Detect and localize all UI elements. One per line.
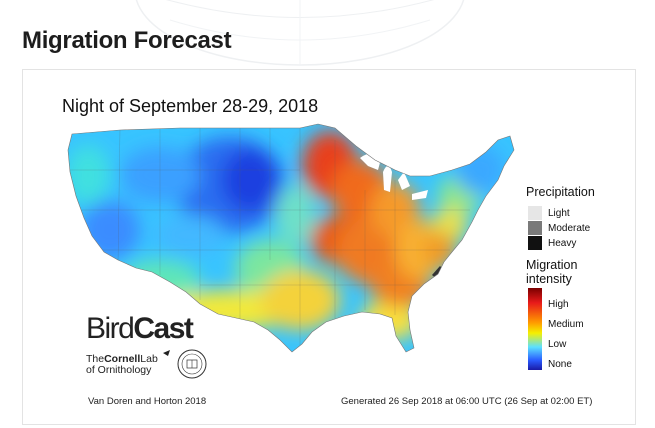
precip-moderate-label: Moderate [548, 223, 591, 234]
birdcast-logo: BirdCast [86, 312, 194, 346]
birdcast-logo-cast: Cast [133, 312, 194, 345]
us-outline [67, 123, 515, 353]
migration-medium-label: Medium [548, 319, 584, 330]
migration-intensity-colorbar [528, 288, 542, 370]
cornell-bird-icon [163, 350, 170, 356]
cornell-the: The [86, 353, 105, 365]
precipitation-legend-heading: Precipitation [526, 185, 595, 199]
cornell-line2: of Ornithology [86, 364, 152, 376]
map-credit: Van Doren and Horton 2018 [88, 396, 207, 407]
migration-low-label: Low [548, 339, 567, 350]
migration-legend-heading-2: intensity [526, 272, 572, 286]
migration-high-label: High [548, 299, 569, 310]
map-title: Night of September 28-29, 2018 [62, 96, 319, 116]
migration-legend-heading-1: Migration [526, 258, 578, 272]
precip-heavy-label: Heavy [548, 238, 577, 249]
cornell-seal-icon [177, 349, 207, 379]
precip-moderate-swatch [528, 221, 542, 235]
page-title: Migration Forecast [22, 27, 232, 54]
generated-timestamp: Generated 26 Sep 2018 at 06:00 UTC (26 S… [341, 396, 593, 407]
precip-heavy-swatch [528, 236, 542, 250]
migration-none-label: None [548, 359, 572, 370]
cornell-lab: Lab [140, 353, 158, 365]
precip-light-swatch [528, 206, 542, 220]
cornell-lab-logo: TheCornellLab of Ornithology [86, 354, 158, 376]
birdcast-logo-bird: Bird [86, 312, 135, 345]
background-globe-graphic [135, 0, 465, 66]
cornell-name: Cornell [104, 353, 141, 365]
precip-light-label: Light [548, 208, 570, 219]
